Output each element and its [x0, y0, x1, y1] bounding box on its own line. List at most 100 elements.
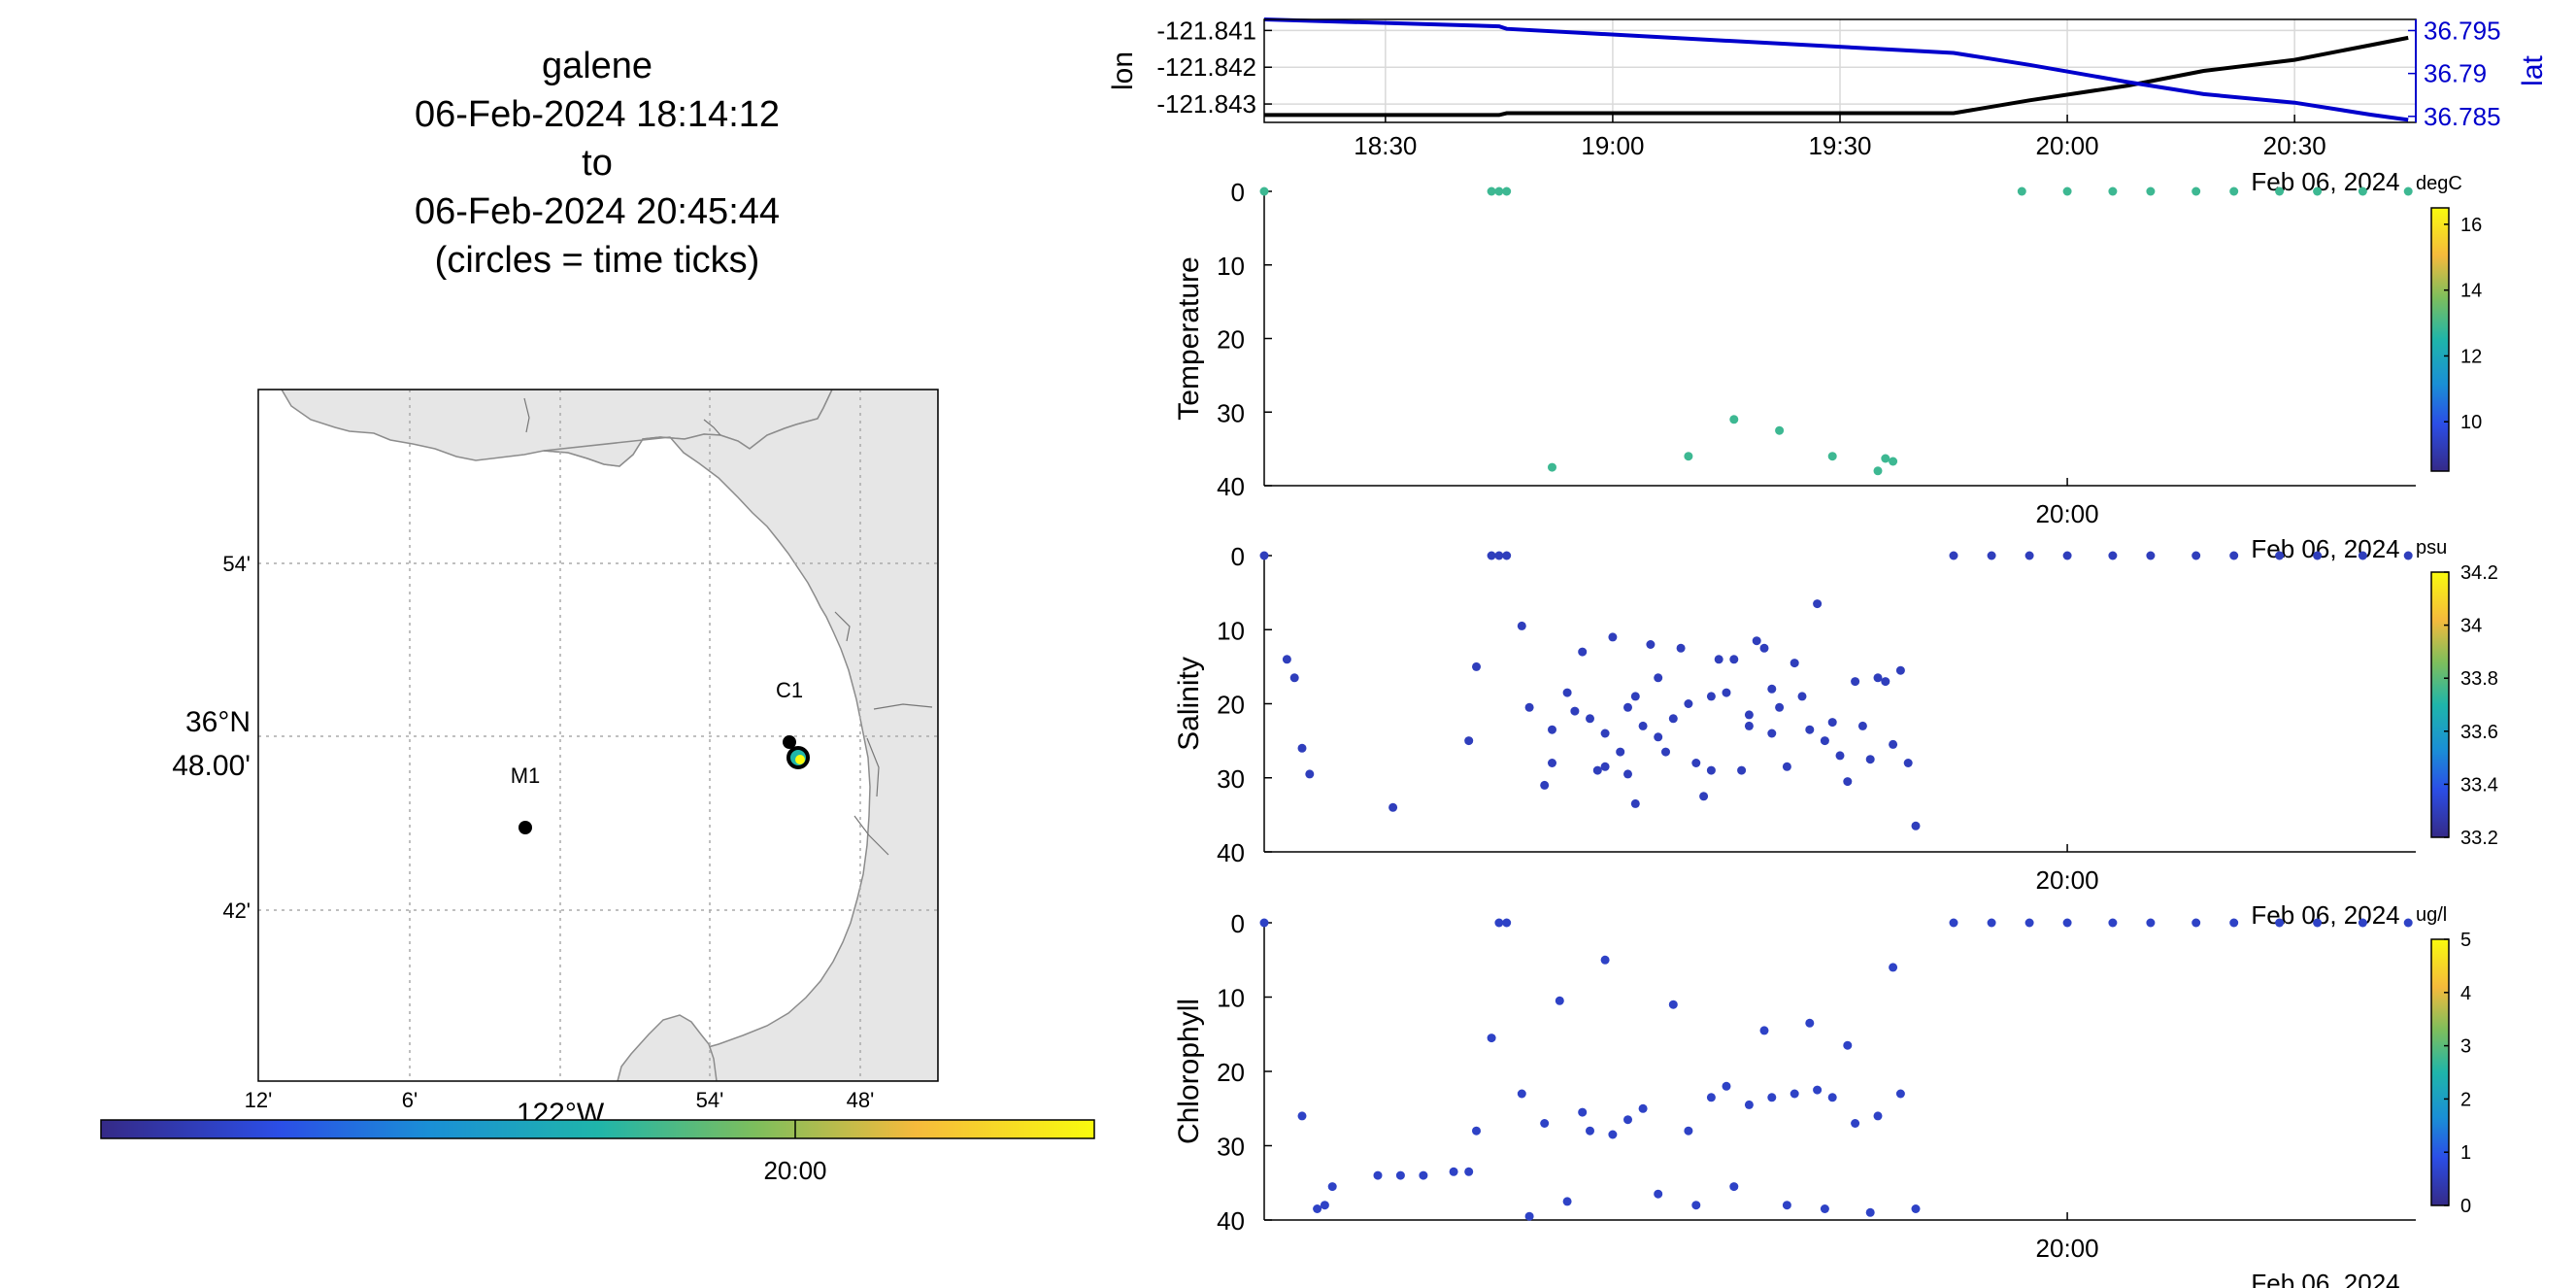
title-note: (circles = time ticks): [435, 240, 760, 281]
salinity-point: [1578, 647, 1588, 657]
title-start: 06-Feb-2024 18:14:12: [415, 94, 780, 135]
temperature-point: [1873, 466, 1883, 476]
chlorophyll-point: [2403, 918, 2413, 928]
salinity-point: [1843, 777, 1853, 787]
chlorophyll-point: [1668, 1000, 1678, 1009]
chlorophyll-point: [1654, 1189, 1663, 1199]
chlorophyll-point: [1759, 1026, 1769, 1035]
salinity-point: [2275, 551, 2285, 560]
chlorophyll-ytick-label: 10: [1217, 984, 1245, 1013]
salinity-point: [1873, 673, 1883, 683]
salinity-point: [1782, 762, 1791, 771]
salinity-point: [1592, 765, 1602, 775]
chlorophyll-point: [1449, 1167, 1458, 1176]
chlorophyll-colorbar-tick-label: 5: [2460, 930, 2471, 951]
salinity-point: [1722, 688, 1731, 697]
track-end-marker: [795, 755, 805, 764]
map-lon-tick-12: 12': [245, 1088, 273, 1112]
salinity-point: [2062, 551, 2072, 560]
salinity-colorbar: [2430, 571, 2450, 838]
salinity-point: [1767, 729, 1777, 738]
temperature-point: [1827, 452, 1837, 461]
salinity-point: [1889, 739, 1898, 749]
salinity-point: [1289, 673, 1299, 683]
chlorophyll-point: [1827, 1093, 1837, 1102]
salinity-point: [1744, 721, 1754, 730]
chlorophyll-ytick-label: 0: [1231, 909, 1245, 938]
temperature-point: [2358, 186, 2367, 196]
chlorophyll-point: [1790, 1089, 1799, 1099]
chlorophyll-point: [2229, 918, 2239, 928]
river-5: [866, 737, 880, 797]
chlorophyll-point: [1395, 1170, 1405, 1180]
chlorophyll-colorbar-tick-label: 3: [2460, 1036, 2471, 1058]
chlorophyll-point: [1419, 1170, 1428, 1180]
salinity-point: [1797, 692, 1807, 701]
salinity-point: [1827, 718, 1837, 728]
salinity-point: [1502, 551, 1512, 560]
salinity-point: [1881, 677, 1890, 687]
temperature-xtick-label: 20:00: [2036, 499, 2099, 528]
chlorophyll-xtick-label: 20:00: [2036, 1234, 2099, 1263]
chlorophyll-colorbar-tick-label: 4: [2460, 983, 2471, 1004]
position-xtick-label: 19:00: [1581, 131, 1644, 160]
salinity-point: [1654, 732, 1663, 742]
chlorophyll-colorbar-unit: ug/l: [2416, 904, 2447, 926]
lon-ytick-label: -121.843: [1156, 89, 1256, 119]
chlorophyll-colorbar-tick-label: 2: [2460, 1089, 2471, 1110]
chlorophyll-point: [1555, 996, 1564, 1005]
chlorophyll-point: [1524, 1211, 1534, 1221]
salinity-point: [1517, 621, 1526, 630]
chlorophyll-point: [1608, 1130, 1618, 1139]
salinity-point: [1706, 692, 1716, 701]
chlorophyll-point: [1600, 955, 1610, 965]
salinity-point: [1472, 661, 1481, 671]
map-frame: [257, 389, 939, 1082]
chlorophyll-point: [1373, 1170, 1383, 1180]
title-end: 06-Feb-2024 20:45:44: [415, 191, 780, 232]
salinity-point: [1714, 655, 1723, 664]
temperature-ytick-label: 30: [1217, 398, 1245, 427]
temperature-point: [2229, 186, 2239, 196]
chlorophyll-point: [1487, 1034, 1496, 1043]
salinity-point: [1895, 665, 1905, 675]
temperature-colorbar-unit: degC: [2416, 173, 2462, 194]
chlorophyll-point: [1865, 1207, 1875, 1217]
chlorophyll-point: [1517, 1089, 1526, 1099]
map-panel: 54' 36°N 48.00' 42' 12' 6' 54' 48' 122°W…: [100, 389, 1095, 1185]
chlorophyll-point: [1259, 918, 1269, 928]
salinity-point: [1851, 677, 1860, 687]
salinity-ytick-label: 20: [1217, 691, 1245, 720]
salinity-point: [1623, 769, 1632, 779]
chlorophyll-point: [2146, 918, 2156, 928]
salinity-point: [1646, 640, 1656, 649]
chlorophyll-colorbar: [2430, 938, 2450, 1206]
temperature-ytick-label: 10: [1217, 252, 1245, 281]
salinity-point: [1949, 551, 1958, 560]
charts-panel: 18:30 19:00 19:30 20:00 20:30 -121.841 -121.84…: [1107, 16, 2549, 1288]
temperature-ytick-label: 40: [1217, 472, 1245, 501]
title-to: to: [582, 143, 613, 184]
salinity-point: [1630, 798, 1640, 808]
temperature-point: [1881, 454, 1890, 463]
salinity-point: [1524, 702, 1534, 712]
position-xtick-label: 20:00: [2036, 131, 2099, 160]
temperature-point: [2146, 186, 2156, 196]
station-c1-label: C1: [776, 678, 803, 702]
station-m1-label: M1: [511, 763, 541, 788]
temperature-panel: 0 10 20 30 40 20:00 Feb 06, 2024 Temperature 16 1…: [1173, 173, 2482, 563]
temperature-axis-label: Temperature: [1173, 256, 1205, 420]
temperature-date-label: Feb 06, 2024: [2251, 534, 2399, 563]
salinity-point: [1676, 643, 1686, 653]
temperature-point: [1684, 452, 1693, 461]
chlorophyll-point: [1813, 1085, 1823, 1095]
series-lat-line: [1263, 17, 2409, 122]
chlorophyll-point: [1623, 1115, 1632, 1125]
river-2: [703, 419, 721, 436]
salinity-point: [1259, 551, 1269, 560]
salinity-date-label: Feb 06, 2024: [2251, 900, 2399, 930]
chlorophyll-point: [1895, 1089, 1905, 1099]
salinity-point: [2108, 551, 2118, 560]
chlorophyll-point: [1327, 1182, 1337, 1192]
